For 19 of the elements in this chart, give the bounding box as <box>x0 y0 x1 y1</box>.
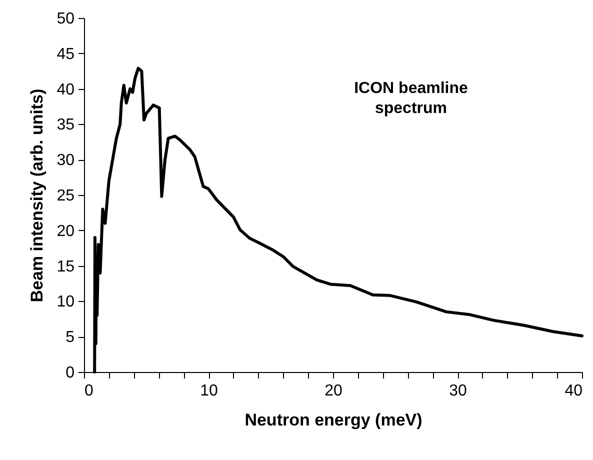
y-tick-label: 50 <box>56 10 75 28</box>
annotation: ICON beamline spectrum <box>354 80 468 117</box>
x-tick-label: 40 <box>564 382 583 400</box>
y-tick-label: 20 <box>56 222 75 240</box>
y-tick-label: 35 <box>56 116 75 134</box>
y-tick-label: 40 <box>56 81 75 98</box>
y-tick-label: 25 <box>56 188 75 204</box>
y-tick-label: 30 <box>56 152 75 170</box>
y-tick-label: 0 <box>66 364 75 382</box>
x-tick-label: 0 <box>84 382 94 400</box>
y-axis-title: Beam intensity (arb. units) <box>28 88 47 302</box>
x-tick-label: 30 <box>449 382 467 400</box>
y-tick-label: 45 <box>56 46 75 63</box>
x-tick-label: 10 <box>200 382 218 400</box>
x-axis-title: Neutron energy (meV) <box>244 410 422 430</box>
y-tick-label: 10 <box>56 294 75 311</box>
x-tick-label: 20 <box>324 382 342 400</box>
y-tick-label: 5 <box>66 329 75 346</box>
y-tick-label: 15 <box>56 258 75 276</box>
